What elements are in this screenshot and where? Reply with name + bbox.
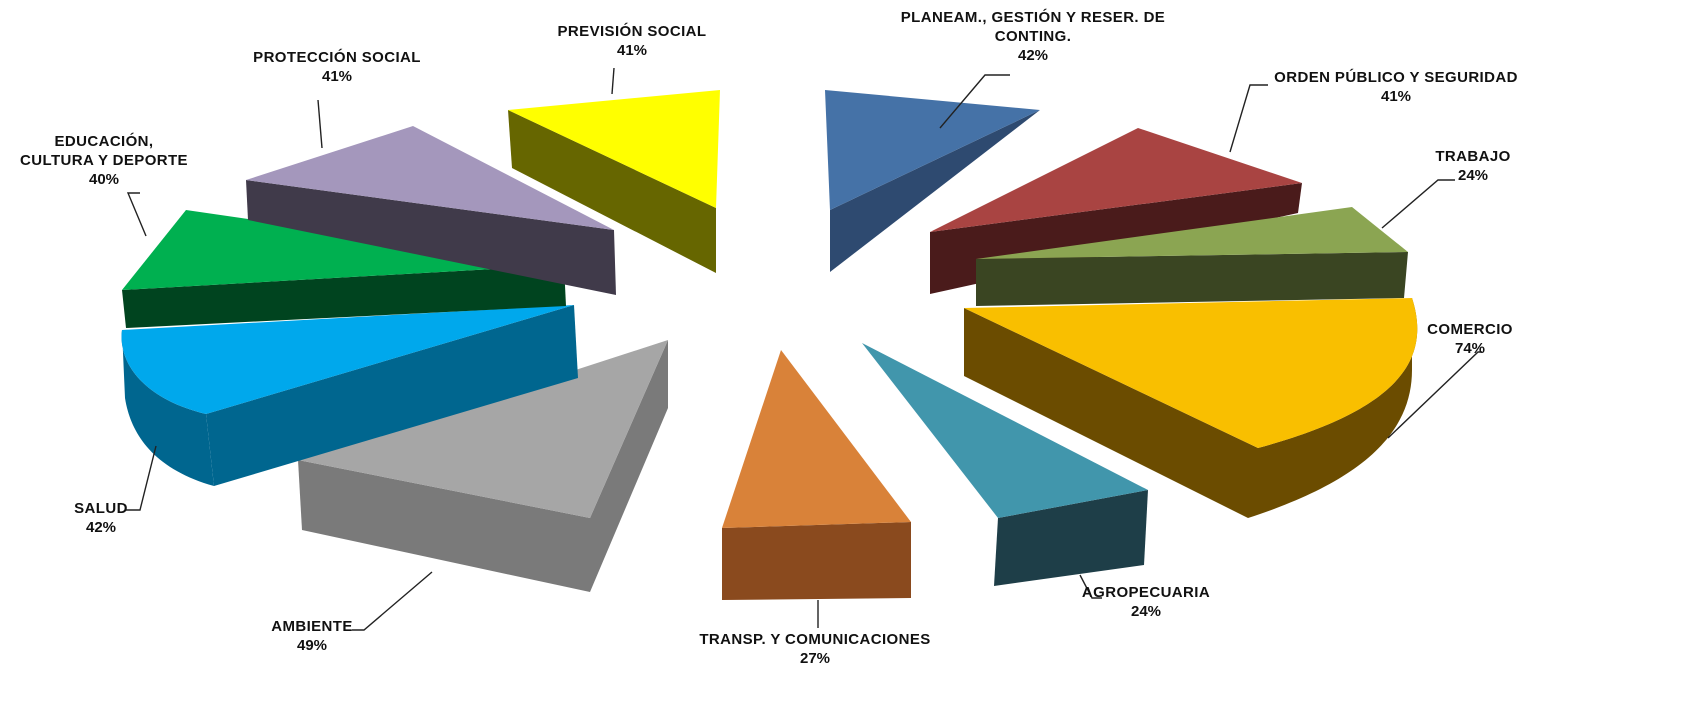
slice-label: AMBIENTE (271, 618, 353, 635)
slice-label: TRANSP. Y COMUNICACIONES (699, 631, 930, 648)
slice-value-label: 41% (322, 68, 352, 85)
slice-value-label: 74% (1455, 340, 1485, 357)
pie-slice (976, 207, 1408, 306)
slice-label: CULTURA Y DEPORTE (20, 152, 188, 169)
pie-slice (825, 90, 1040, 272)
pie-slice-side (830, 110, 1040, 272)
slice-label: CONTING. (995, 28, 1072, 45)
slice-label: PREVISIÓN SOCIAL (558, 22, 707, 40)
pie-slice-top (122, 210, 564, 290)
slice-label: SALUD (74, 500, 128, 517)
slice-label: COMERCIO (1427, 321, 1513, 338)
slice-value-label: 24% (1131, 603, 1161, 620)
slice-value-label: 40% (89, 171, 119, 188)
pie-slice (121, 305, 578, 486)
slice-label: PLANEAM., GESTIÓN Y RESER. DE (901, 8, 1165, 26)
pie-slice-top (825, 90, 1040, 210)
pie-slice-side (964, 298, 1418, 518)
pie-slice (246, 126, 616, 295)
pie-slice-top (930, 128, 1302, 232)
pie-slice-side (122, 265, 566, 328)
pie-slice (122, 210, 566, 328)
slice-value-label: 49% (297, 637, 327, 654)
slice-label: ORDEN PÚBLICO Y SEGURIDAD (1274, 68, 1518, 86)
slice-value-label: 24% (1458, 167, 1488, 184)
leader-line (1387, 351, 1482, 439)
pie-slice-side (994, 490, 1148, 586)
pie-slice-top (246, 126, 614, 230)
pie-slice (722, 350, 911, 600)
pie-slice-top (964, 298, 1418, 448)
slice-labels: PLANEAM., GESTIÓN Y RESER. DE CONTING. 42%… (20, 8, 1518, 667)
slice-label: TRABAJO (1435, 148, 1510, 165)
pie-slice-side (976, 252, 1408, 306)
pie-slice-top (298, 340, 668, 518)
slice-label: EDUCACIÓN, (54, 132, 153, 150)
pie-slice (862, 343, 1148, 586)
pie-slice-top (862, 343, 1148, 518)
pie-slice-top (722, 350, 911, 528)
leader-line (352, 571, 433, 631)
slice-label: AGROPECUARIA (1082, 584, 1210, 601)
pie-slice (964, 298, 1418, 518)
slice-value-label: 42% (86, 519, 116, 536)
pie-slice-side (298, 460, 590, 592)
pie-slice-side (121, 330, 214, 486)
pie-slice (508, 90, 720, 273)
pie-slice-side (246, 180, 616, 295)
leader-line (1381, 179, 1455, 229)
leader-line (939, 74, 1010, 129)
slice-value-label: 41% (1381, 88, 1411, 105)
pie-slice-top (976, 207, 1408, 259)
pie-slice (298, 340, 668, 592)
pie-slice-side (206, 305, 578, 486)
slice-value-label: 41% (617, 42, 647, 59)
leader-line (126, 445, 157, 511)
pie-slice-top (508, 90, 720, 208)
slice-value-label: 42% (1018, 47, 1048, 64)
pie-slice-side (722, 522, 911, 600)
slice-value-label: 27% (800, 650, 830, 667)
leader-line (317, 99, 323, 149)
leader-line (1229, 84, 1268, 153)
label-leader-lines (126, 67, 1482, 631)
slice-label: PROTECCIÓN SOCIAL (253, 48, 421, 66)
pie-slice-side (590, 340, 668, 592)
pie-slices (121, 90, 1418, 600)
pie-slice-side (508, 110, 716, 273)
pie-slice-top (121, 305, 574, 414)
leader-line (611, 67, 615, 95)
leader-line (126, 192, 147, 237)
leader-line (1079, 574, 1102, 599)
